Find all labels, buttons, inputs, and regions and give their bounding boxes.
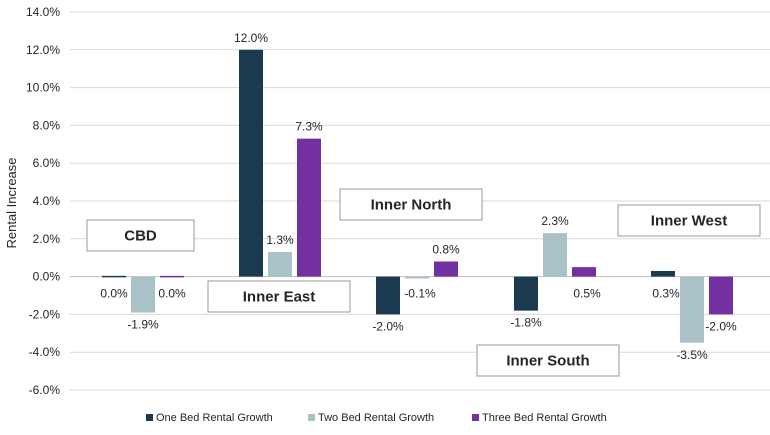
- bar-one-bed: [514, 276, 538, 311]
- data-label: -0.1%: [404, 287, 436, 301]
- legend-label: One Bed Rental Growth: [156, 412, 273, 424]
- data-label: 0.0%: [100, 287, 128, 301]
- region-label-box: CBD: [86, 219, 195, 252]
- legend-label: Two Bed Rental Growth: [318, 412, 434, 424]
- data-label: 2.3%: [541, 214, 569, 228]
- data-label: -1.9%: [127, 318, 159, 332]
- region-label: Inner East: [243, 289, 316, 306]
- bar-one-bed: [651, 270, 675, 277]
- bar-three-bed: [709, 276, 733, 315]
- bars: [102, 49, 733, 343]
- region-box-frame: [207, 280, 351, 313]
- bar-two-bed: [680, 276, 704, 343]
- y-tick-label: 14.0%: [26, 5, 60, 19]
- legend-item: One Bed Rental Growth: [146, 412, 273, 424]
- legend-item: Two Bed Rental Growth: [308, 412, 434, 424]
- legend-item: Three Bed Rental Growth: [472, 412, 607, 424]
- data-label: -2.0%: [372, 319, 404, 333]
- region-label-box: Inner West: [617, 204, 761, 237]
- data-label: 0.8%: [432, 242, 460, 256]
- bar-one-bed: [376, 276, 400, 315]
- y-tick-label: 6.0%: [33, 156, 61, 170]
- y-axis-ticks: -6.0% -4.0% -2.0% 0.0% 2.0% 4.0% 6.0% 8.0% 10.0%…: [26, 5, 60, 397]
- y-tick-label: 4.0%: [33, 194, 61, 208]
- bar-two-bed: [131, 276, 155, 313]
- region-label: CBD: [124, 228, 157, 245]
- region-box-frame: [86, 219, 195, 252]
- data-label: -2.0%: [705, 319, 737, 333]
- y-tick-label: 10.0%: [26, 81, 60, 95]
- region-box-frame: [617, 204, 761, 237]
- y-tick-label: 12.0%: [26, 43, 60, 57]
- legend-swatch: [308, 414, 315, 421]
- data-label: 1.3%: [266, 233, 294, 247]
- y-tick-label: 2.0%: [33, 232, 61, 246]
- y-tick-label: -4.0%: [29, 345, 61, 359]
- region-label-box: Inner North: [339, 188, 483, 221]
- legend-swatch: [472, 414, 479, 421]
- y-tick-label: 0.0%: [33, 270, 61, 284]
- legend: One Bed Rental Growth Two Bed Rental Grow…: [146, 412, 607, 424]
- bar-two-bed: [543, 233, 567, 277]
- data-label: -3.5%: [676, 348, 708, 362]
- data-labels: 0.0% 12.0% -2.0% -1.8% 0.3% -1.9% 1.3% -0.1% 2.3…: [100, 31, 737, 362]
- y-tick-label: 8.0%: [33, 118, 61, 132]
- region-label-box: Inner East: [207, 280, 351, 313]
- region-label-box: Inner South: [476, 344, 620, 377]
- bar-three-bed: [297, 138, 321, 277]
- bar-one-bed: [239, 49, 263, 277]
- region-box-frame: [339, 188, 483, 221]
- data-label: 0.3%: [652, 287, 680, 301]
- bar-three-bed: [572, 267, 596, 277]
- bar-two-bed: [268, 252, 292, 277]
- data-label: 12.0%: [234, 31, 268, 45]
- region-label: Inner South: [506, 353, 589, 370]
- y-axis-label: Rental Increase: [4, 157, 19, 248]
- y-tick-label: -6.0%: [29, 383, 61, 397]
- region-box-frame: [476, 344, 620, 377]
- data-label: 0.5%: [573, 287, 601, 301]
- region-labels: CBD Inner East Inner North Inner South Inner…: [86, 188, 761, 377]
- bar-three-bed: [160, 275, 184, 278]
- region-label: Inner West: [651, 213, 727, 230]
- legend-label: Three Bed Rental Growth: [482, 412, 607, 424]
- y-tick-label: -2.0%: [29, 307, 61, 321]
- data-label: 7.3%: [295, 120, 323, 134]
- bar-two-bed: [405, 276, 429, 279]
- legend-swatch: [146, 414, 153, 421]
- bar-one-bed: [102, 275, 126, 278]
- data-label: 0.0%: [158, 287, 186, 301]
- bar-three-bed: [434, 261, 458, 277]
- data-label: -1.8%: [510, 316, 542, 330]
- region-label: Inner North: [371, 197, 452, 214]
